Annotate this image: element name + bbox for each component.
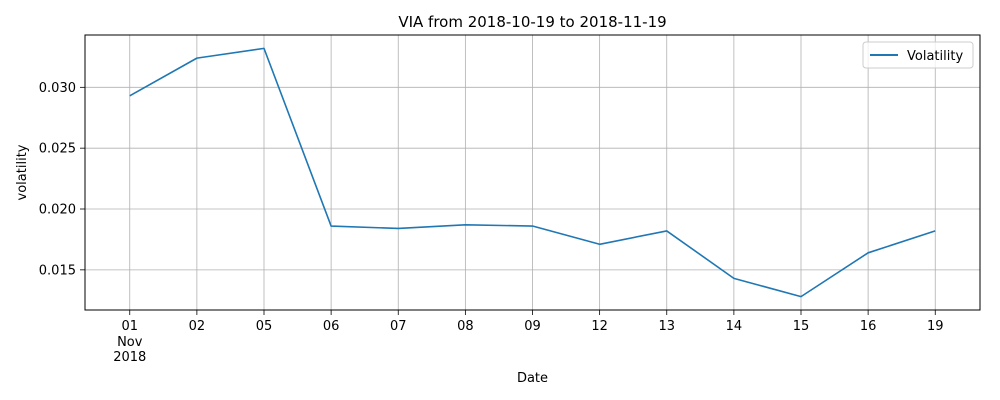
x-tick-label: 14: [726, 319, 743, 334]
plot-layer: [129, 47, 936, 298]
plot-frame: [84, 34, 981, 311]
x-tick-label: 16: [860, 319, 877, 334]
x-tick-label: 08: [457, 319, 474, 334]
x-axis-label: Date: [517, 371, 548, 386]
x-tick-label: 06: [323, 319, 340, 334]
x-tick-label: 05: [256, 319, 273, 334]
x-tick-label: 13: [658, 319, 675, 334]
x-tick-label: 09: [524, 319, 541, 334]
x-tick-sublabel: 2018: [113, 350, 146, 365]
legend-box: [862, 41, 974, 69]
chart-title: VIA from 2018-10-19 to 2018-11-19: [398, 13, 666, 31]
x-tick-label: 12: [591, 319, 608, 334]
grid-layer: [85, 35, 980, 310]
y-tick-label: 0.015: [39, 263, 76, 278]
y-tick-label: 0.030: [39, 81, 76, 96]
x-tick-label: 15: [793, 319, 810, 334]
legend: Volatility: [862, 41, 974, 69]
x-tick-label: 02: [189, 319, 206, 334]
y-tick-label: 0.025: [39, 142, 76, 157]
x-tick-label: 07: [390, 319, 407, 334]
y-tick-label: 0.020: [39, 203, 76, 218]
x-tick-label: 19: [927, 319, 944, 334]
y-axis-label: volatility: [15, 144, 30, 200]
legend-label-volatility: Volatility: [907, 49, 963, 64]
x-tick-label: 01: [121, 319, 138, 334]
series-line-volatility: [129, 47, 936, 298]
x-tick-sublabel: Nov: [117, 335, 143, 350]
